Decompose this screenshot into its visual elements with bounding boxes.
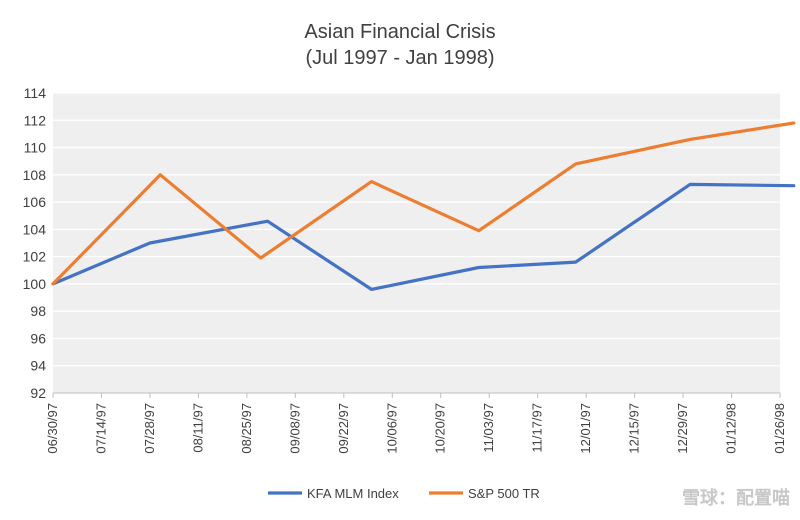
y-tick-label: 114 [24, 85, 47, 101]
x-tick-label: 11/17/97 [530, 403, 545, 453]
watermark: 雪球：配置喵 [682, 488, 790, 508]
gridlines [53, 92, 780, 367]
y-tick-label: 100 [23, 276, 47, 292]
legend-label: KFA MLM Index [307, 486, 399, 501]
y-tick-label: 106 [23, 194, 47, 210]
x-tick-label: 12/29/97 [675, 403, 690, 454]
y-tick-label: 92 [30, 385, 46, 401]
x-tick-label: 07/28/97 [142, 403, 157, 454]
y-tick-label: 94 [30, 358, 46, 374]
x-tick-label: 10/20/97 [433, 403, 448, 454]
chart-subtitle: (Jul 1997 - Jan 1998) [305, 47, 494, 69]
x-tick-label: 09/22/97 [336, 403, 351, 454]
y-tick-label: 110 [24, 140, 47, 156]
x-tick-label: 06/30/97 [45, 403, 60, 454]
series-line-sp500-tr [51, 121, 796, 286]
series-line-kfa-mlm-index [51, 182, 796, 291]
legend-label: S&P 500 TR [468, 486, 540, 501]
legend: KFA MLM Index S&P 500 TR [268, 486, 540, 501]
x-tick-label: 11/03/97 [481, 403, 496, 453]
x-tick-label: 01/12/98 [724, 403, 739, 454]
y-tick-label: 98 [30, 303, 46, 319]
y-tick-label: 108 [23, 167, 47, 183]
y-tick-label: 112 [24, 112, 47, 128]
y-tick-label: 102 [23, 249, 47, 265]
chart-title: Asian Financial Crisis [304, 21, 495, 43]
x-tick-label: 12/15/97 [627, 403, 642, 454]
x-tick-label: 08/25/97 [239, 403, 254, 454]
x-tick-label: 07/14/97 [93, 403, 108, 454]
y-axis: 92 94 96 98 100 102 104 106 108 110 112 114 [23, 85, 47, 401]
x-tick-label: 01/26/98 [772, 403, 787, 454]
x-tick-label: 09/08/97 [287, 403, 302, 454]
y-tick-label: 96 [30, 330, 46, 346]
y-tick-label: 104 [23, 221, 47, 237]
x-tick-label: 10/06/97 [384, 403, 399, 454]
x-tick-label: 08/11/97 [190, 403, 205, 453]
series-lines [51, 121, 796, 291]
plot-area [53, 93, 780, 393]
x-axis: 06/30/97 07/14/97 07/28/97 08/11/97 08/25/97… [45, 392, 787, 454]
x-tick-label: 12/01/97 [578, 403, 593, 454]
